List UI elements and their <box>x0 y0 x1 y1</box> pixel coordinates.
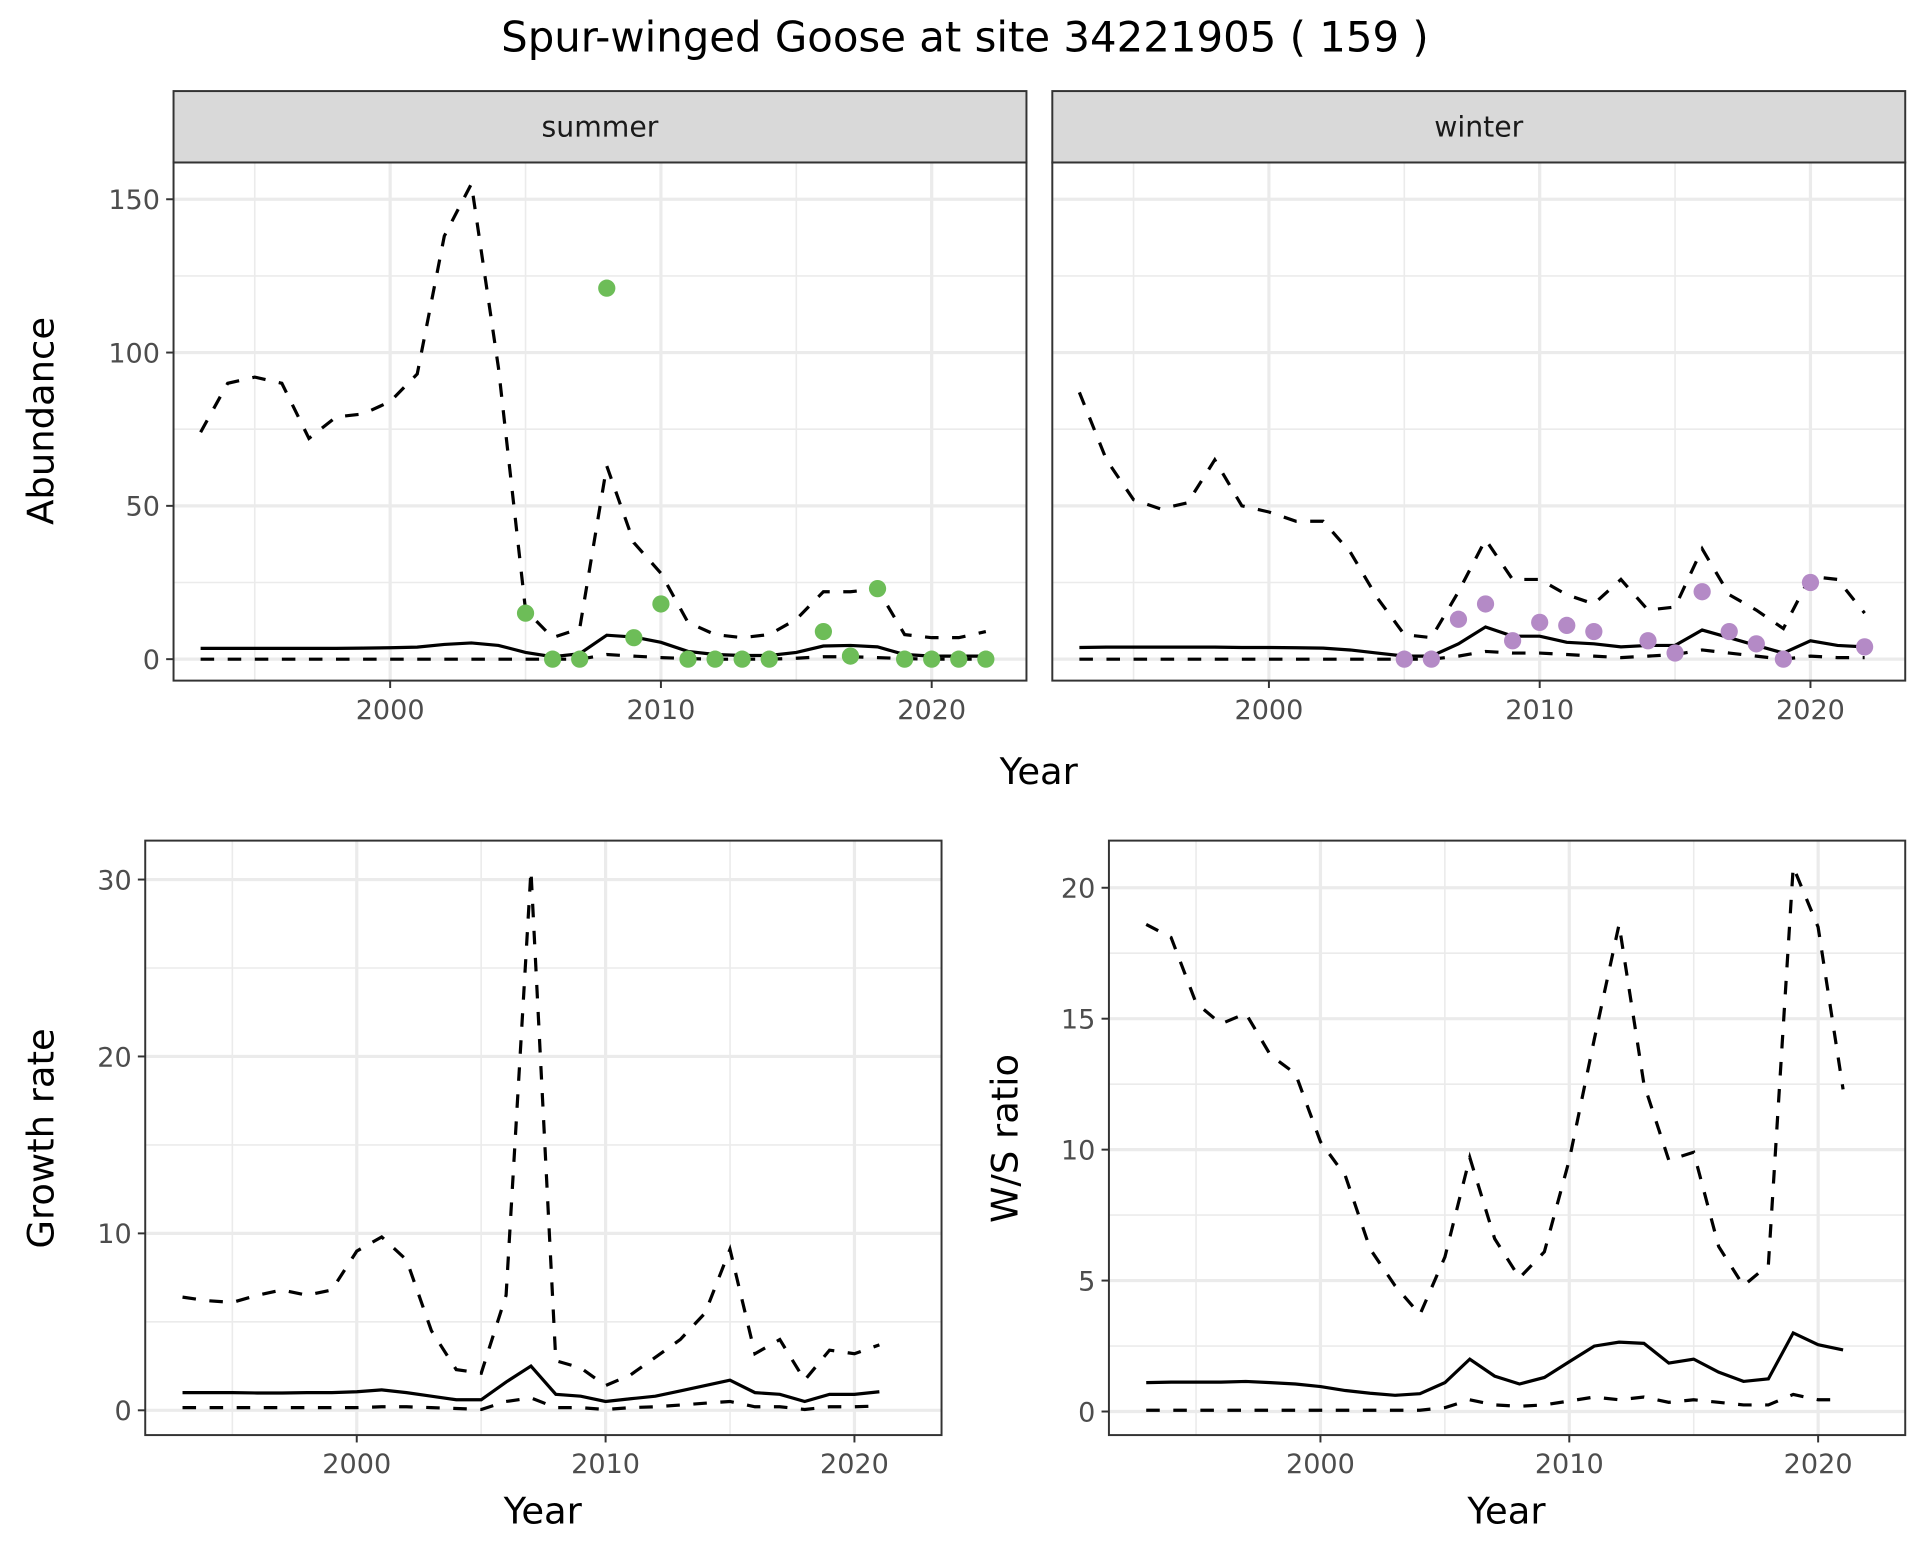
x-tick-label: 2000 <box>356 695 425 726</box>
data-point <box>1558 616 1576 635</box>
plot-background <box>1108 840 1906 1436</box>
x-tick-label: 2020 <box>897 695 966 726</box>
data-point <box>652 595 670 613</box>
x-tick-label: 2000 <box>1286 1449 1355 1480</box>
data-point <box>923 650 941 668</box>
data-point <box>544 650 562 668</box>
y-tick-label: 50 <box>126 492 160 523</box>
x-tick-label: 2000 <box>322 1449 391 1480</box>
data-point <box>868 580 887 598</box>
y-tick-label: 20 <box>97 1042 131 1073</box>
panel-winter: winter 2000 2010 2020 <box>1051 90 1907 726</box>
data-point <box>1504 632 1522 650</box>
y-tick-label: 0 <box>143 645 160 676</box>
series-upper-line <box>182 870 880 1388</box>
data-point <box>841 647 860 665</box>
x-tick-label: 2010 <box>571 1449 640 1480</box>
panel-w-s-ratio: 2000 2010 2020 0 5 10 15 20 W/S ratio Year <box>983 839 1907 1533</box>
y-tick-label: 0 <box>1078 1397 1095 1428</box>
plot-background <box>1052 162 1906 681</box>
data-point <box>1639 632 1657 650</box>
series-lower-line <box>1079 648 1865 661</box>
data-point <box>977 650 995 668</box>
series-mean-line <box>1146 1330 1844 1397</box>
data-point <box>1693 583 1711 601</box>
panel-summer: summer 2000 2010 2020 0 50 100 150 Abundance <box>20 90 1028 726</box>
x-axis-title: Year <box>503 1490 583 1533</box>
x-axis-title: Year <box>1466 1490 1546 1533</box>
series-mean-line <box>1079 625 1865 658</box>
data-point <box>814 622 832 641</box>
series-lower-line <box>1146 1392 1844 1412</box>
data-point <box>1747 635 1765 653</box>
series-lower-line <box>182 1396 880 1412</box>
data-point <box>1666 644 1684 662</box>
x-tick-label: 2010 <box>626 695 695 726</box>
y-tick-label: 100 <box>108 338 160 369</box>
data-point <box>733 650 751 668</box>
data-point <box>1774 650 1792 668</box>
y-axis-title: W/S ratio <box>983 1054 1026 1223</box>
x-tick-label: 2020 <box>1776 695 1845 726</box>
plot-background <box>173 162 1027 681</box>
data-point <box>950 650 968 668</box>
data-point <box>571 650 589 668</box>
y-tick-label: 10 <box>1061 1135 1095 1166</box>
series-upper-line <box>1077 391 1866 640</box>
data-point <box>598 279 616 297</box>
data-point <box>679 650 697 668</box>
x-axis-title: Year <box>999 750 1079 793</box>
y-tick-label: 10 <box>97 1219 131 1250</box>
data-point <box>625 629 643 647</box>
y-axis-title: Growth rate <box>20 1028 63 1248</box>
panel-border <box>144 839 943 1437</box>
series-mean-line <box>200 633 986 659</box>
data-point <box>1801 573 1820 592</box>
data-point <box>1720 622 1738 641</box>
data-point <box>896 650 914 668</box>
data-point <box>1476 595 1495 613</box>
facet-label: summer <box>542 111 659 144</box>
panel-growth-rate: 2000 2010 2020 0 10 20 30 Growth rate Year <box>20 839 943 1533</box>
chart-title: Spur-winged Goose at site 34221905 ( 159… <box>501 13 1429 62</box>
y-tick-label: 15 <box>1061 1005 1095 1036</box>
x-tick-label: 2010 <box>1535 1449 1604 1480</box>
series-mean-line <box>182 1363 880 1404</box>
y-tick-label: 0 <box>114 1396 131 1427</box>
data-point <box>516 604 535 622</box>
x-tick-label: 2010 <box>1505 695 1574 726</box>
data-point <box>1856 638 1874 656</box>
x-tick-label: 2020 <box>820 1449 889 1480</box>
y-axis-title: Abundance <box>20 317 63 525</box>
facet-strip <box>1051 90 1907 164</box>
data-point <box>1531 613 1549 631</box>
data-point <box>760 650 778 668</box>
facet-strip <box>172 90 1028 164</box>
data-point <box>1422 650 1440 668</box>
panel-border <box>1107 839 1907 1437</box>
data-point <box>1585 622 1603 641</box>
facet-label: winter <box>1434 111 1523 144</box>
y-tick-label: 30 <box>97 865 131 896</box>
y-tick-label: 5 <box>1078 1266 1095 1297</box>
series-upper-line <box>199 178 987 640</box>
series-upper-line <box>1145 866 1845 1318</box>
y-tick-label: 20 <box>1061 874 1095 905</box>
y-tick-label: 150 <box>108 185 160 216</box>
x-tick-label: 2020 <box>1784 1449 1853 1480</box>
data-point <box>1449 610 1468 628</box>
data-point <box>706 650 724 668</box>
plot-background <box>145 840 942 1436</box>
x-tick-label: 2000 <box>1234 695 1303 726</box>
data-point <box>1395 650 1413 668</box>
